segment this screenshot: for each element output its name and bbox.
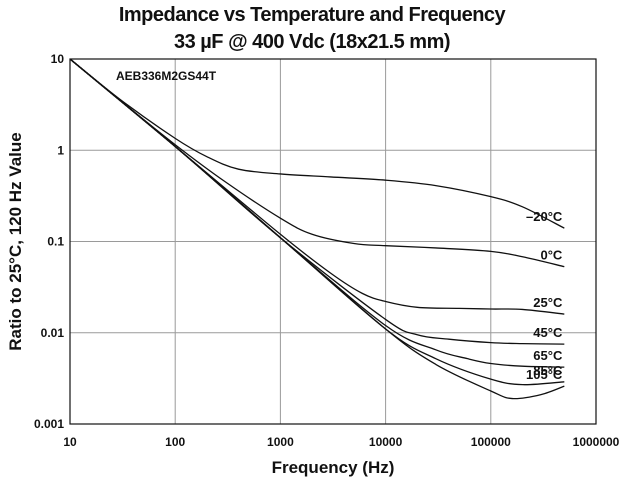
x-tick-label: 10 bbox=[63, 435, 77, 449]
series-line bbox=[69, 58, 565, 368]
y-tick-label: 0.1 bbox=[47, 235, 64, 249]
series-line bbox=[69, 58, 565, 268]
y-axis-label: Ratio to 25°C, 120 Hz Value bbox=[6, 132, 25, 350]
y-tick-label: 10 bbox=[51, 52, 65, 66]
series-label: 25°C bbox=[533, 295, 563, 310]
x-tick-label: 100 bbox=[165, 435, 185, 449]
series-line bbox=[69, 58, 565, 345]
series-line bbox=[69, 58, 565, 386]
plot-frame bbox=[69, 58, 597, 425]
x-tick-label: 1000 bbox=[267, 435, 294, 449]
series-label: 105°C bbox=[526, 367, 563, 382]
y-tick-label: 0.01 bbox=[41, 326, 65, 340]
series-label: 45°C bbox=[533, 325, 563, 340]
x-axis-label: Frequency (Hz) bbox=[272, 458, 395, 477]
x-tick-label: 1000000 bbox=[573, 435, 620, 449]
x-tick-label: 100000 bbox=[471, 435, 511, 449]
y-tick-label: 1 bbox=[57, 143, 64, 157]
x-tick-label: 10000 bbox=[369, 435, 403, 449]
part-number-annotation: AEB336M2GS44T bbox=[116, 69, 217, 83]
series-line bbox=[69, 58, 565, 400]
series-label: 0°C bbox=[541, 248, 563, 263]
series-label: 65°C bbox=[533, 348, 563, 363]
chart-subtitle: 33 µF @ 400 Vdc (18x21.5 mm) bbox=[173, 31, 451, 53]
y-tick-label: 0.001 bbox=[34, 417, 64, 431]
chart-title: Impedance vs Temperature and Frequency bbox=[118, 4, 506, 26]
series-label: 85°C bbox=[533, 363, 563, 378]
series-line bbox=[69, 58, 565, 315]
series-label: –20°C bbox=[526, 209, 563, 224]
series-line bbox=[69, 58, 565, 229]
